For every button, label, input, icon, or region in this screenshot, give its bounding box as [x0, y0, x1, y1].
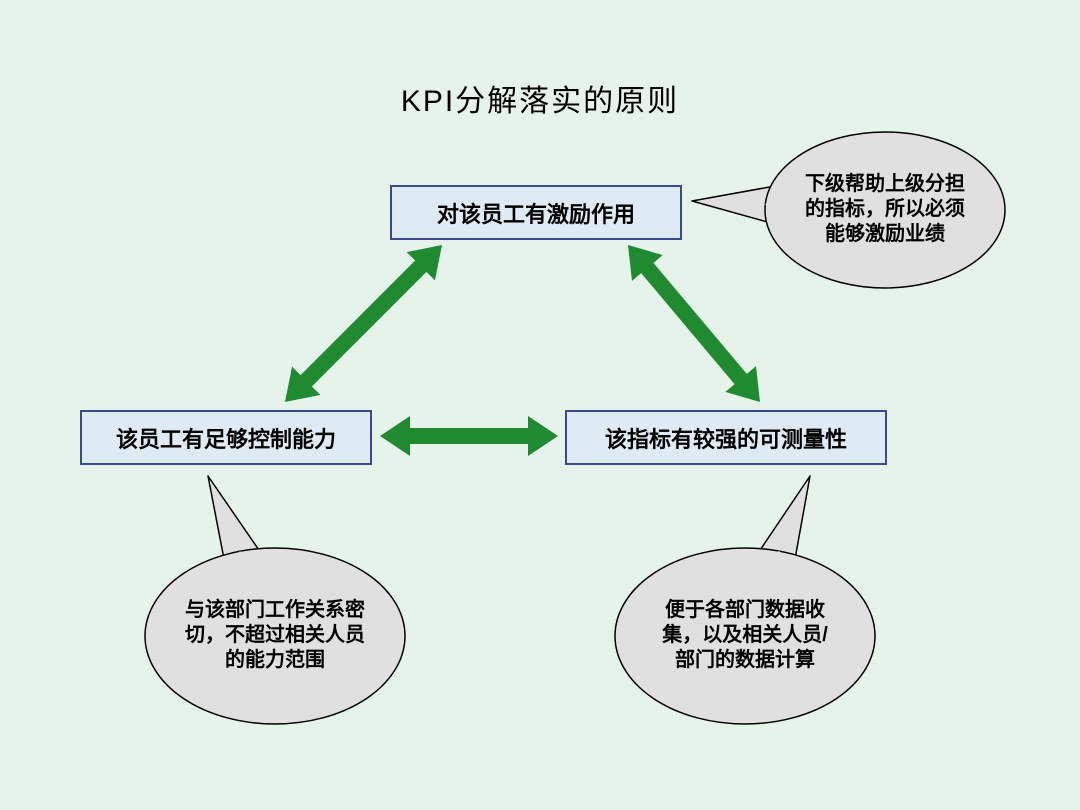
callouts-layer — [0, 0, 1080, 810]
slide-canvas: KPI分解落实的原则 对该员工有激励作用 该员工有足够控制能力 该指标有较强的可… — [0, 0, 1080, 810]
double-arrow — [628, 245, 760, 402]
principle-box-left-label: 该员工有足够控制能力 — [116, 422, 336, 454]
callout-bottom-right-text: 便于各部门数据收集，以及相关人员/部门的数据计算 — [655, 573, 835, 700]
callout-bottom-left-text: 与该部门工作关系密切，不超过相关人员的能力范围 — [185, 573, 365, 700]
callout-top-right-text: 下级帮助上级分担的指标，所以必须能够激励业绩 — [797, 154, 973, 266]
principle-box-right: 该指标有较强的可测量性 — [565, 410, 887, 465]
principle-box-left: 该员工有足够控制能力 — [80, 410, 372, 465]
principle-box-top: 对该员工有激励作用 — [390, 185, 682, 240]
principle-box-right-label: 该指标有较强的可测量性 — [605, 422, 847, 454]
double-arrow — [380, 416, 558, 456]
principle-box-top-label: 对该员工有激励作用 — [437, 197, 635, 229]
arrows-layer — [0, 0, 1080, 810]
slide-title: KPI分解落实的原则 — [0, 76, 1080, 120]
double-arrow — [285, 245, 442, 402]
